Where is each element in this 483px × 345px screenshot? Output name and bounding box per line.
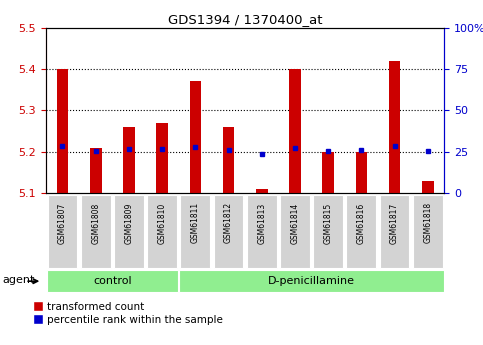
Text: agent: agent	[2, 275, 35, 285]
FancyBboxPatch shape	[147, 195, 177, 268]
Text: GSM61813: GSM61813	[257, 202, 266, 244]
Text: GSM61811: GSM61811	[191, 202, 200, 244]
FancyBboxPatch shape	[380, 195, 410, 268]
Text: GSM61809: GSM61809	[125, 202, 133, 244]
FancyBboxPatch shape	[313, 195, 343, 268]
Text: GSM61807: GSM61807	[58, 202, 67, 244]
Text: GSM61815: GSM61815	[324, 202, 333, 244]
Bar	[57, 69, 68, 193]
Text: GSM61817: GSM61817	[390, 202, 399, 244]
FancyBboxPatch shape	[180, 195, 210, 268]
Bar	[90, 148, 101, 193]
Text: D-penicillamine: D-penicillamine	[268, 276, 355, 286]
FancyBboxPatch shape	[114, 195, 144, 268]
Legend: transformed count, percentile rank within the sample: transformed count, percentile rank withi…	[34, 302, 223, 325]
FancyBboxPatch shape	[247, 195, 277, 268]
FancyBboxPatch shape	[346, 195, 376, 268]
Text: GSM61808: GSM61808	[91, 202, 100, 244]
FancyBboxPatch shape	[280, 195, 310, 268]
Text: GSM61810: GSM61810	[157, 202, 167, 244]
FancyBboxPatch shape	[179, 270, 444, 292]
FancyBboxPatch shape	[413, 195, 443, 268]
Bar	[355, 152, 367, 193]
Bar	[289, 69, 301, 193]
Bar	[223, 127, 234, 193]
Text: GSM61818: GSM61818	[423, 202, 432, 244]
FancyBboxPatch shape	[46, 270, 178, 292]
Text: control: control	[93, 276, 131, 286]
Bar	[156, 123, 168, 193]
Text: GSM61816: GSM61816	[357, 202, 366, 244]
Title: GDS1394 / 1370400_at: GDS1394 / 1370400_at	[168, 13, 322, 27]
Bar	[189, 81, 201, 193]
Bar	[256, 189, 268, 193]
Bar	[123, 127, 135, 193]
Bar	[322, 152, 334, 193]
FancyBboxPatch shape	[47, 195, 77, 268]
Text: GSM61812: GSM61812	[224, 202, 233, 244]
FancyBboxPatch shape	[213, 195, 243, 268]
Text: GSM61814: GSM61814	[290, 202, 299, 244]
Bar	[422, 181, 434, 193]
Bar	[389, 61, 400, 193]
FancyBboxPatch shape	[81, 195, 111, 268]
